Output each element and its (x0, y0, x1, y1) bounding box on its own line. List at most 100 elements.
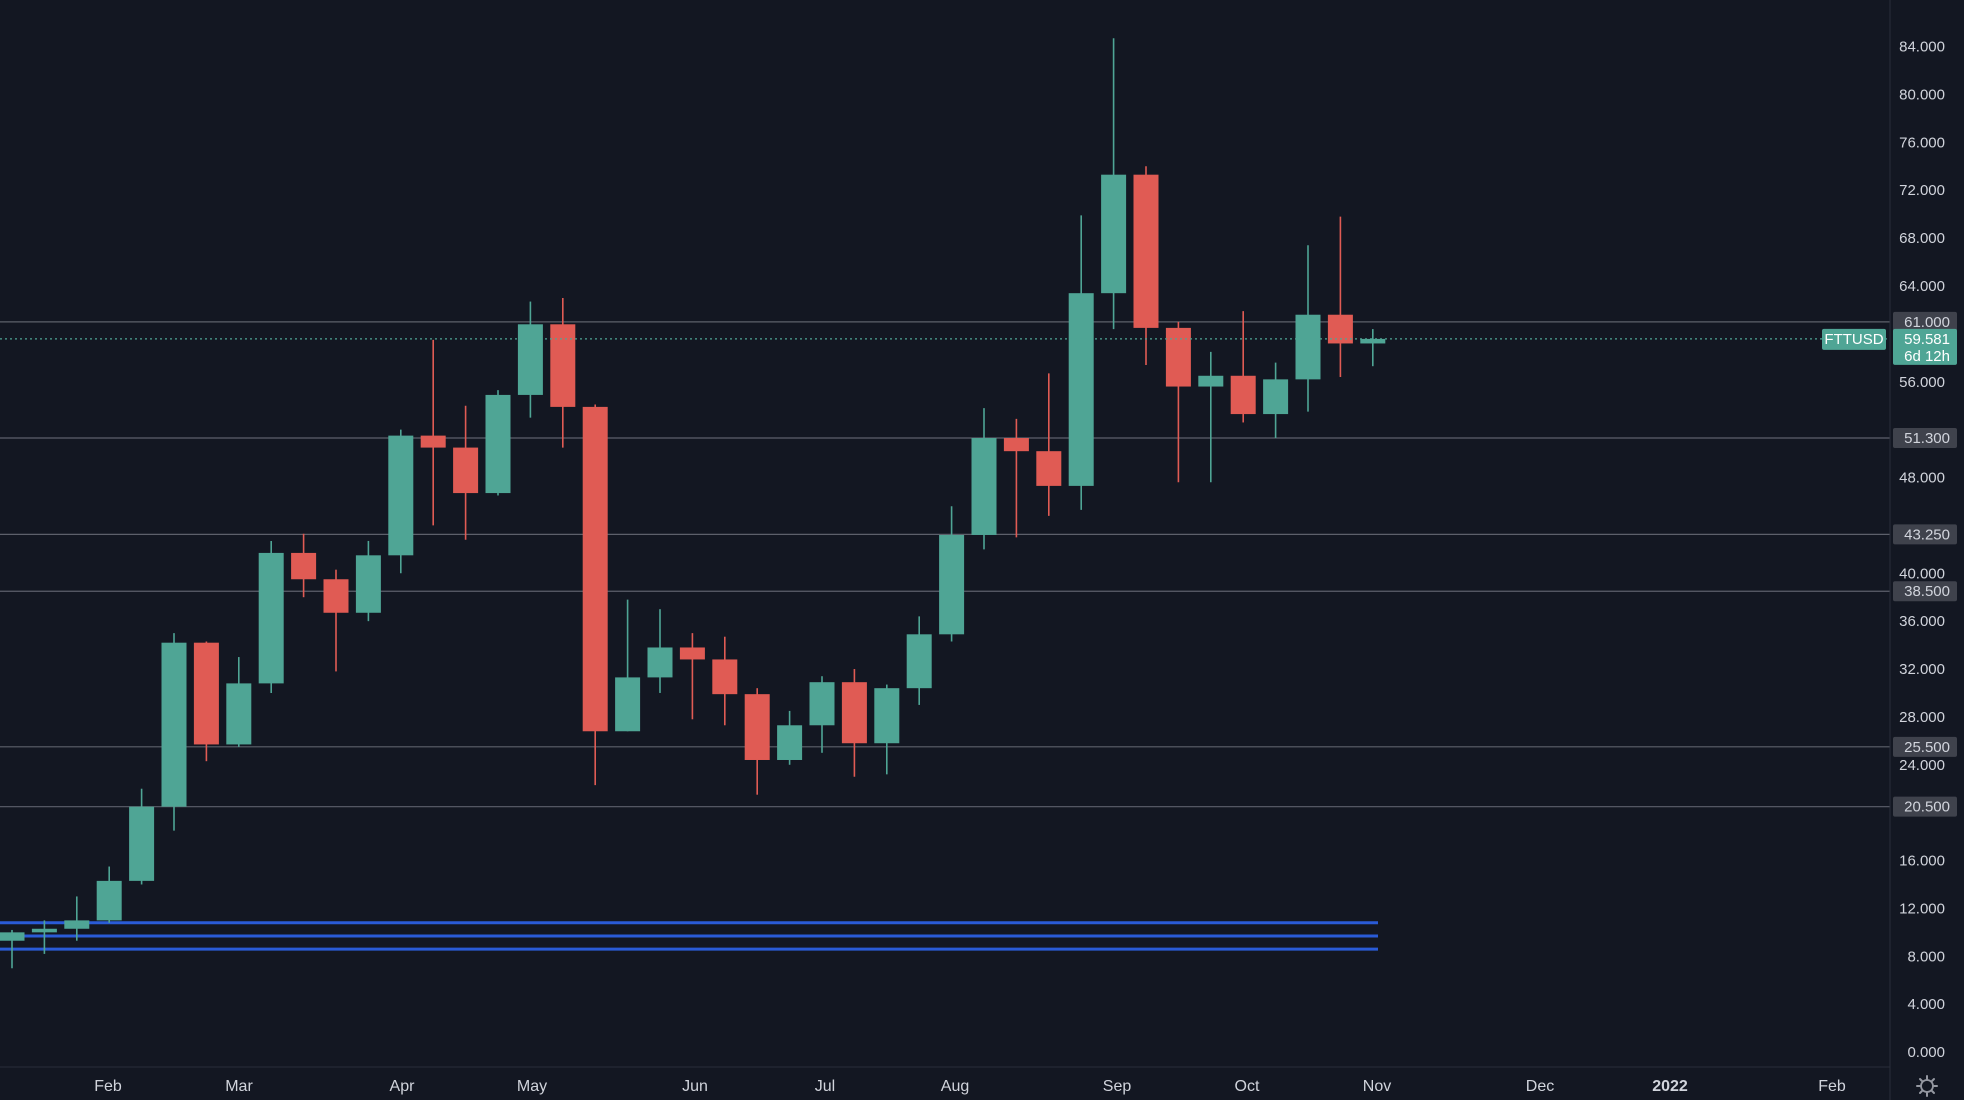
candle-body (1165, 327, 1191, 387)
time-tick-label: 2022 (1652, 1078, 1688, 1095)
price-tick-label: 76.000 (1899, 134, 1945, 151)
candle-body (226, 683, 252, 745)
price-tag-box (1893, 328, 1957, 365)
candle-body (744, 694, 770, 760)
candle-body (1263, 379, 1289, 415)
candle-up (777, 710, 803, 765)
candle-body (355, 555, 381, 613)
candle-up (971, 408, 997, 550)
candle-down (841, 669, 867, 777)
candle-body (64, 920, 90, 929)
price-tick-label: 64.000 (1899, 278, 1945, 295)
candle-up (258, 540, 284, 693)
candle-body (1101, 174, 1127, 294)
candle-body (647, 647, 673, 678)
candle-body (1003, 438, 1029, 452)
time-tick-label: Jul (815, 1078, 835, 1095)
candle-up (1068, 215, 1094, 510)
candle-down (582, 404, 608, 786)
time-tick-label: Dec (1526, 1078, 1554, 1095)
candle-body (582, 406, 608, 732)
candle-up (31, 920, 57, 954)
price-tick-label: 80.000 (1899, 86, 1945, 103)
candle-body (323, 579, 349, 613)
candle-up (388, 429, 414, 574)
price-tick-label: 0.000 (1907, 1044, 1945, 1061)
candle-body (1295, 314, 1321, 380)
symbol-tag-box (1822, 328, 1886, 350)
price-tick-label: 36.000 (1899, 613, 1945, 630)
candle-up (0, 929, 25, 969)
candle-body (1036, 451, 1062, 486)
symbol-tag-text: FTTUSD (1824, 331, 1883, 348)
candle-up (1295, 245, 1321, 412)
time-tick-label: Mar (225, 1078, 253, 1095)
candle-body (258, 552, 284, 684)
level-labels: 61.000 51.300 43.250 38.500 25.500 20.500 (1893, 311, 1957, 817)
candle-up (1263, 362, 1289, 439)
candle-up (1198, 351, 1224, 483)
level-label-box (1893, 311, 1957, 332)
candle-down (193, 641, 219, 762)
support-bands-layer (0, 921, 1378, 951)
candle-down (679, 633, 705, 720)
candle-down (323, 569, 349, 672)
candle-up (64, 896, 90, 941)
price-tick-label: 12.000 (1899, 900, 1945, 917)
candle-down (1230, 311, 1256, 423)
price-tick-label: 48.000 (1899, 470, 1945, 487)
candle-body (129, 806, 155, 881)
candle-body (1068, 293, 1094, 486)
candle-up (1360, 329, 1386, 367)
candle-body (193, 642, 219, 745)
candle-body (420, 435, 446, 448)
candle-up (906, 616, 932, 705)
candle-down (1133, 166, 1159, 365)
candle-body (485, 394, 511, 494)
candle-body (0, 932, 25, 941)
candle-body (291, 552, 317, 580)
price-tag-countdown: 6d 12h (1904, 348, 1950, 365)
candle-body (679, 647, 705, 660)
candle-up (647, 609, 673, 693)
time-tick-label: Feb (94, 1078, 122, 1095)
price-axis[interactable]: 0.000 4.000 8.000 12.000 16.000 24.000 28.000 3… (1899, 39, 1945, 1061)
candle-down (1165, 321, 1191, 483)
level-label-text: 43.250 (1904, 526, 1950, 543)
candle-body (777, 725, 803, 760)
level-label-box (1893, 796, 1957, 817)
time-tick-label: Nov (1363, 1078, 1391, 1095)
price-tag-value: 59.581 (1904, 331, 1950, 348)
candle-up (161, 633, 187, 831)
candle-body (550, 324, 576, 407)
candle-body (388, 435, 414, 556)
candle-body (1133, 174, 1159, 328)
level-label-text: 61.000 (1904, 314, 1950, 331)
candle-body (971, 438, 997, 535)
candle-down (453, 405, 479, 540)
candle-up (939, 506, 965, 642)
candle-down (550, 297, 576, 448)
candle-body (1230, 375, 1256, 415)
candle-down (712, 636, 738, 726)
candle-body (809, 682, 835, 726)
candle-up (517, 301, 543, 418)
candle-up (96, 866, 122, 923)
candle-down (744, 688, 770, 795)
candle-up (485, 390, 511, 496)
price-tick-label: 28.000 (1899, 709, 1945, 726)
candle-body (874, 688, 900, 744)
price-tick-label: 72.000 (1899, 182, 1945, 199)
level-label-text: 38.500 (1904, 583, 1950, 600)
time-axis[interactable]: Feb Mar Apr May Jun Jul Aug Sep Oct Nov Dec 2022 Feb (94, 1078, 1846, 1095)
candle-up (226, 657, 252, 747)
level-label-box (1893, 736, 1957, 757)
level-label-text: 51.300 (1904, 430, 1950, 447)
time-tick-label: May (517, 1078, 547, 1095)
level-label-box (1893, 524, 1957, 545)
settings-gear-icon[interactable] (1916, 1075, 1938, 1097)
candle-body (31, 928, 57, 933)
candle-up (129, 788, 155, 885)
